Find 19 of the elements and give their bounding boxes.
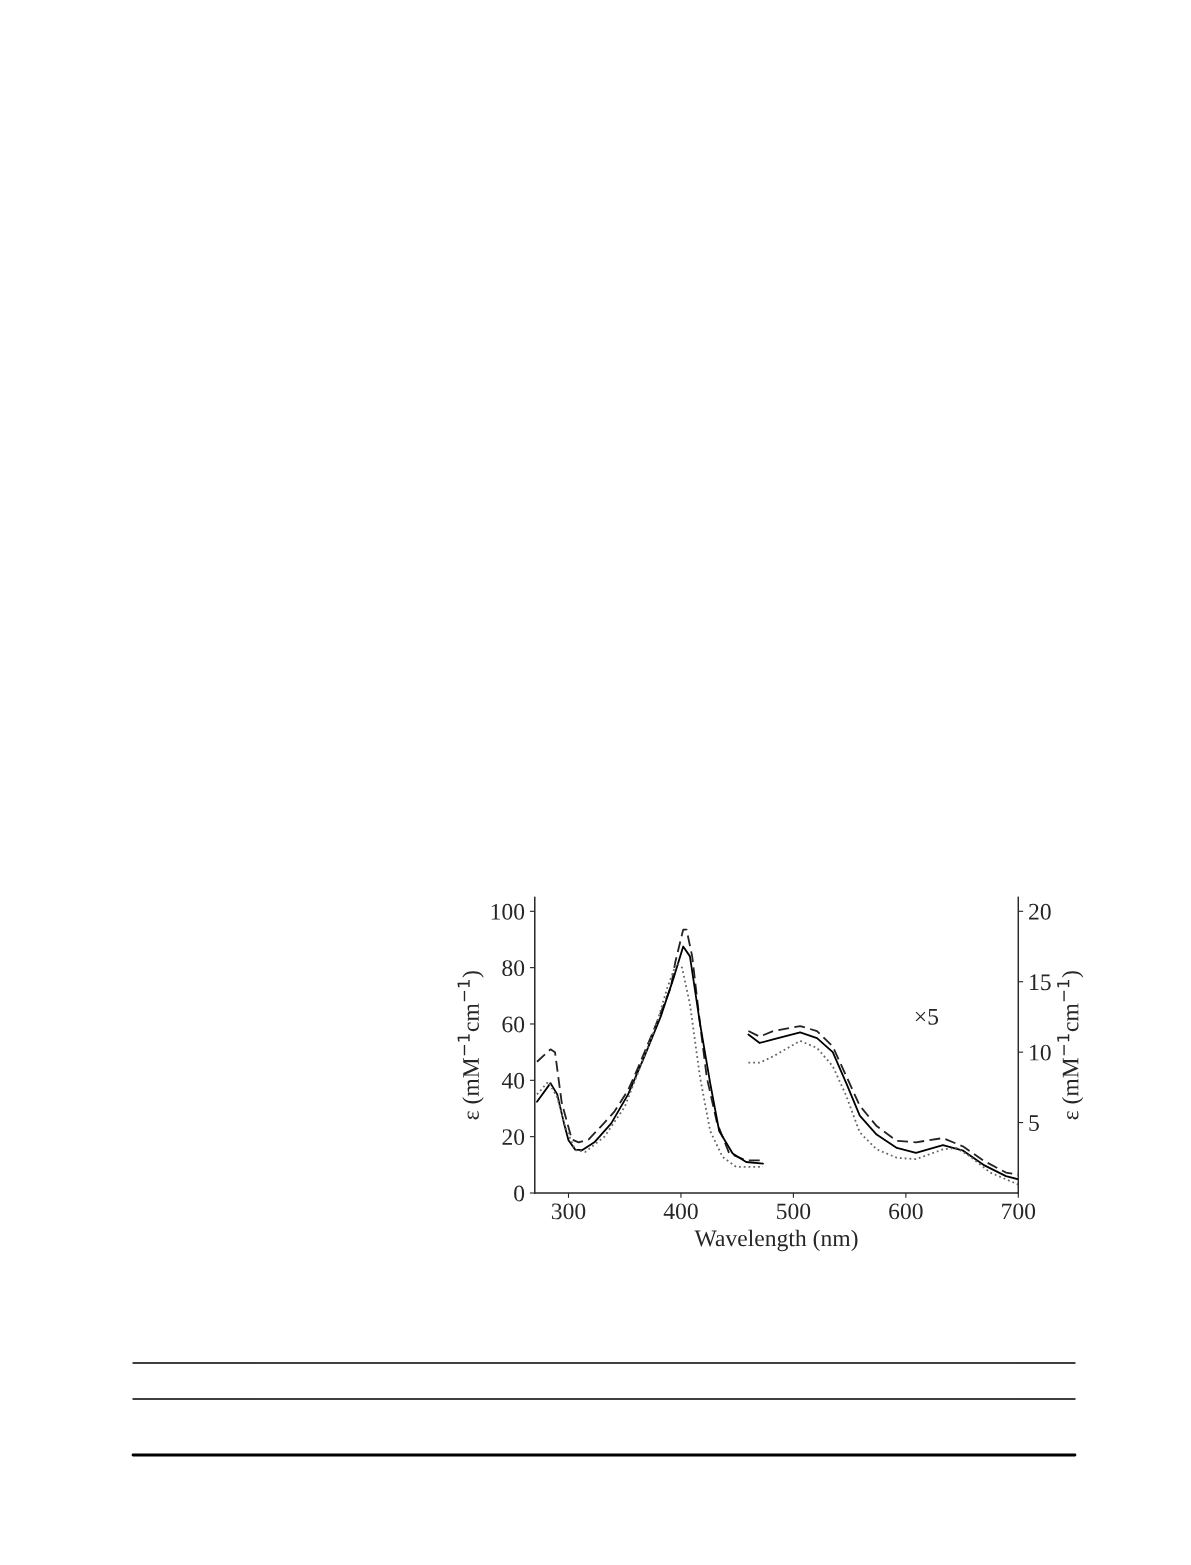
annotation: ×5 <box>915 1008 939 1025</box>
x-tick-label: 600 <box>889 1203 923 1220</box>
y-tick-label: 80 <box>502 960 525 977</box>
y2-tick-label: 5 <box>1029 1115 1039 1131</box>
x-tick-label: 700 <box>1002 1203 1036 1220</box>
y-tick-label: 40 <box>501 1072 525 1089</box>
y-tick-label: 0 <box>514 1185 525 1202</box>
y2-tick-label: 15 <box>1030 974 1051 991</box>
x-tick-label: 300 <box>551 1203 586 1220</box>
x-axis-title: Wavelength (nm) <box>694 1229 858 1252</box>
y-tick-label: 60 <box>502 1016 525 1033</box>
y2-axis-title: ε (mM$^{−1}$cm$^{−1}$) <box>1057 971 1084 1120</box>
y-tick-label: 20 <box>502 1129 525 1146</box>
x-tick-label: 400 <box>663 1203 698 1220</box>
y-tick-label: 100 <box>491 903 525 920</box>
y-axis-title: ε (mM$^{−1}$cm$^{−1}$) <box>457 971 484 1120</box>
y2-tick-label: 10 <box>1030 1044 1051 1061</box>
y2-tick-label: 20 <box>1029 903 1051 920</box>
x-tick-label: 500 <box>777 1203 811 1220</box>
